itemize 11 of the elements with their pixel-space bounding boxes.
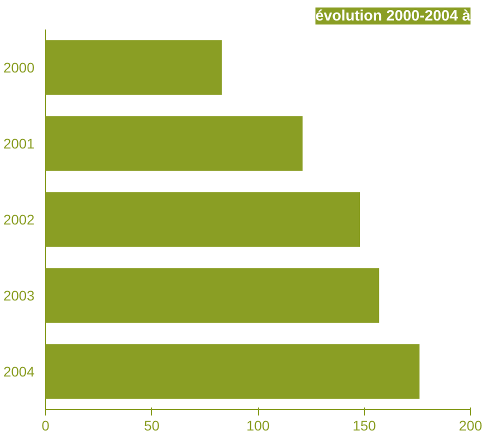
y-tick-label: 2000 [3,60,35,76]
x-tick-label: 150 [352,418,376,433]
y-tick-label: 2001 [3,136,35,152]
y-tick-label: 2004 [3,364,35,380]
x-tick-label: 200 [458,418,482,433]
x-tick-label: 100 [246,418,270,433]
x-tick-label: 50 [144,418,160,433]
y-tick-label: 2002 [3,212,35,228]
chart-title: évolution 2000-2004 à [315,8,472,24]
y-tick-label: 2003 [3,288,35,304]
x-tick-label: 0 [42,418,50,433]
